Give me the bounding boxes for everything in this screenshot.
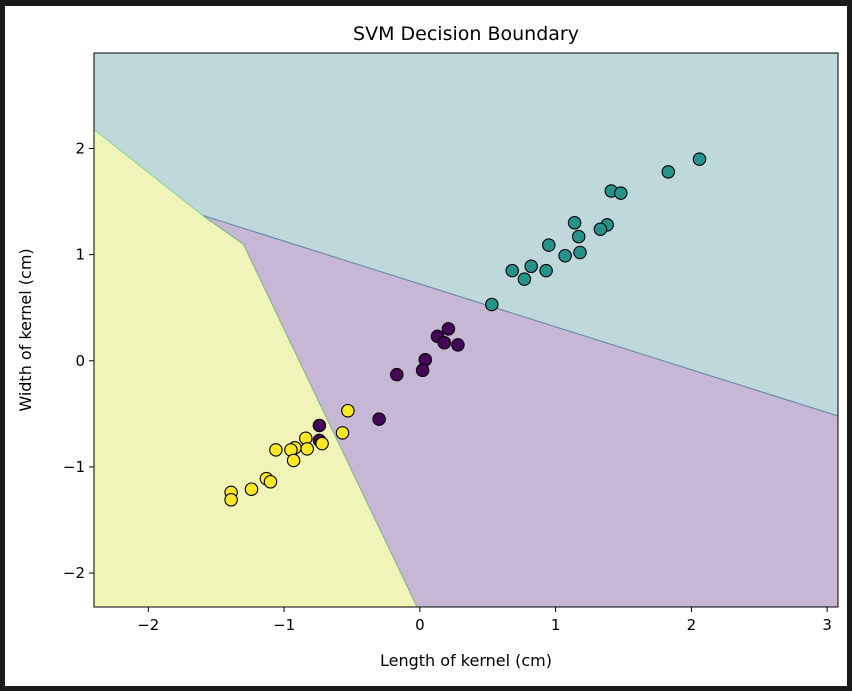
- y-axis-label: Width of kernel (cm): [16, 248, 35, 411]
- data-point: [542, 238, 556, 252]
- decision-boundary-yellow-purple: [202, 214, 244, 245]
- data-point: [244, 482, 259, 496]
- data-point: [263, 475, 278, 489]
- chart-title: SVM Decision Boundary: [353, 23, 579, 45]
- data-point: [415, 363, 430, 378]
- x-tick-label: −1: [273, 616, 295, 634]
- y-tick-label: 0: [75, 352, 85, 370]
- data-point: [224, 493, 238, 507]
- y-tick-label: −1: [63, 458, 85, 476]
- data-point: [390, 367, 404, 382]
- data-point: [614, 186, 628, 200]
- y-tick-label: 1: [75, 246, 85, 264]
- data-point: [661, 165, 676, 179]
- data-point: [517, 272, 532, 286]
- figure-canvas: −2 −1 0 1 2 3 −2 −1 0 1 2 SVM Decision Boundary L…: [5, 6, 847, 686]
- data-point: [593, 222, 608, 236]
- x-tick-label: 2: [687, 616, 697, 634]
- data-point: [558, 248, 572, 263]
- data-point: [341, 403, 355, 418]
- y-tick-label: 2: [75, 140, 85, 158]
- data-point: [441, 322, 456, 336]
- data-point: [692, 152, 707, 166]
- data-point: [372, 412, 386, 426]
- data-point: [437, 335, 452, 350]
- decision-boundary-purple-teal: [202, 214, 838, 417]
- data-point: [573, 245, 587, 260]
- data-point: [451, 338, 465, 352]
- decision-boundary-yellow-purple: [242, 243, 418, 607]
- x-axis-label: Length of kernel (cm): [380, 651, 552, 670]
- plot-area-frame: [93, 52, 839, 608]
- x-tick-label: −2: [137, 616, 159, 634]
- data-point: [335, 426, 350, 440]
- decision-boundary-yellow-teal: [94, 128, 203, 216]
- data-point: [567, 216, 582, 230]
- data-point: [315, 436, 329, 451]
- data-point: [524, 259, 538, 274]
- x-tick-label: 0: [415, 616, 425, 634]
- data-point: [571, 229, 586, 244]
- data-point: [312, 418, 327, 433]
- data-point: [505, 263, 519, 278]
- x-tick-label: 1: [551, 616, 561, 634]
- data-point: [539, 263, 553, 278]
- scatter-chart: −2 −1 0 1 2 3 −2 −1 0 1 2 SVM Decision Boundary L…: [16, 23, 839, 670]
- data-point: [269, 443, 283, 457]
- data-point: [300, 442, 314, 456]
- data-point: [286, 453, 301, 468]
- data-point: [485, 297, 499, 312]
- y-tick-label: −2: [63, 564, 85, 582]
- x-tick-label: 3: [822, 616, 832, 634]
